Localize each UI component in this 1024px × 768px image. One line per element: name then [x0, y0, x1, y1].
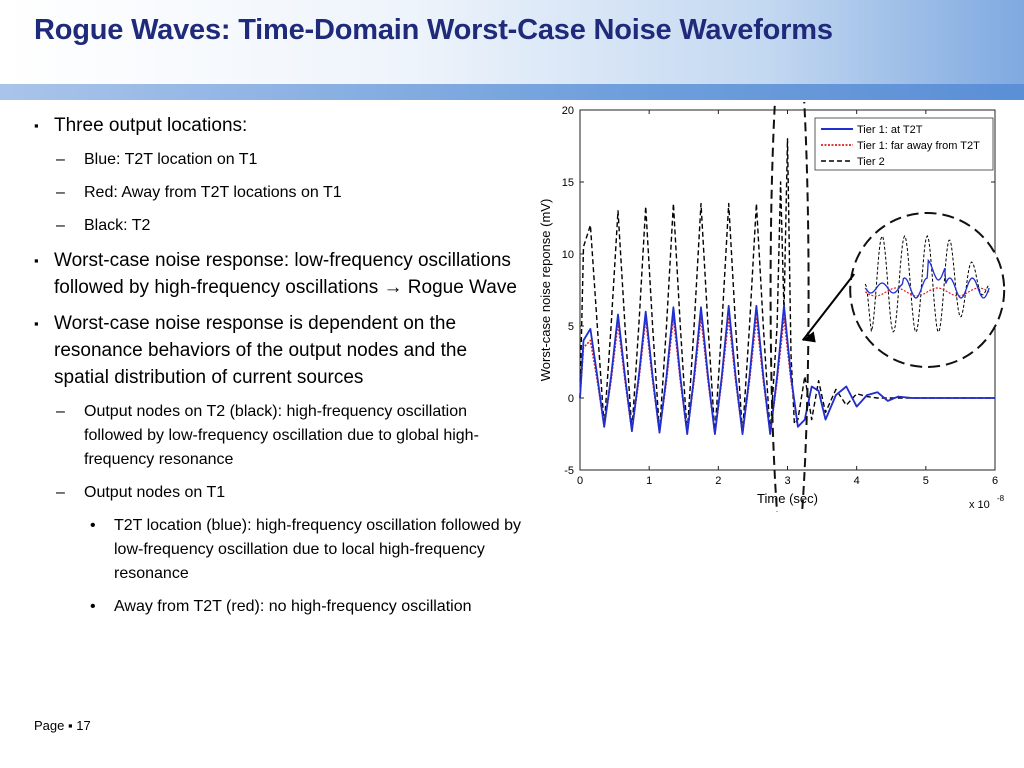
footer-page-label: Page: [34, 718, 65, 733]
bullet-marker: –: [56, 184, 65, 201]
pointer-arrow: [801, 273, 856, 342]
bullet-marker: –: [56, 217, 65, 234]
bullet-marker: –: [56, 403, 65, 420]
bullet-level2: – Output nodes on T2 (black): high-freque…: [34, 400, 524, 472]
bullet-level1: ▪ Worst-case noise response is dependent …: [34, 310, 524, 391]
x-tick-label: 6: [992, 475, 998, 487]
bullet-level2: – Black: T2: [34, 214, 524, 238]
footer-separator: ▪: [68, 718, 73, 733]
slide-footer: Page ▪ 17: [34, 718, 91, 733]
header-accent-bar: [0, 84, 1024, 100]
bullet-marker: ▪: [34, 316, 39, 331]
x-tick-label: 5: [923, 475, 929, 487]
bullet-level3: • Away from T2T (red): no high-frequency …: [34, 595, 524, 619]
bullet-text: Output nodes on T2 (black): high-frequen…: [84, 403, 479, 468]
bullet-text: Three output locations:: [54, 115, 248, 136]
series-line-2: [579, 138, 995, 435]
bullet-level2: – Blue: T2T location on T1: [34, 148, 524, 172]
pointer-arrowhead: [802, 331, 816, 343]
slide-title: Rogue Waves: Time-Domain Worst-Case Nois…: [34, 14, 833, 46]
bullet-marker: –: [56, 484, 65, 501]
bullet-marker: ▪: [34, 118, 39, 133]
y-tick-label: 0: [568, 393, 574, 405]
bullet-tail-text: Rogue Wave: [402, 277, 517, 298]
x-tick-label: 2: [715, 475, 721, 487]
x-tick-label: 1: [646, 475, 652, 487]
bullet-level1: ▪ Three output locations:: [34, 112, 524, 139]
x-scale-label: x 10: [969, 499, 990, 511]
bullet-text: Worst-case noise response is dependent o…: [54, 313, 468, 388]
bullet-text: Away from T2T (red): no high-frequency o…: [114, 598, 472, 615]
bullet-text: Blue: T2T location on T1: [84, 151, 258, 168]
y-tick-label: 20: [562, 105, 574, 117]
bullet-level3: • T2T location (blue): high-frequency osc…: [34, 514, 524, 586]
y-tick-label: 5: [568, 321, 574, 333]
inset-series-far: [864, 287, 990, 297]
y-tick-label: -5: [564, 465, 574, 477]
legend-box: [814, 117, 994, 171]
zoom-inset-circle: [849, 212, 1006, 368]
legend-label-1: Tier 1: far away from T2T: [857, 140, 980, 152]
bullet-marker: •: [90, 598, 96, 615]
y-tick-label: 10: [562, 249, 574, 261]
bullet-marker: ▪: [34, 253, 39, 268]
bullet-text: T2T location (blue): high-frequency osci…: [114, 517, 522, 582]
legend-label-0: Tier 1: at T2T: [857, 124, 923, 136]
bullet-marker: •: [90, 517, 96, 534]
slide-header: [0, 0, 1024, 84]
x-scale-exponent: -8: [997, 494, 1005, 503]
x-tick-label: 0: [577, 475, 583, 487]
bullet-text: Output nodes on T1: [84, 484, 226, 501]
series-line-0: [579, 304, 995, 435]
legend-label-2: Tier 2: [857, 156, 885, 168]
arrow-icon: →: [383, 277, 403, 298]
x-tick-label: 4: [854, 475, 860, 487]
bullet-text: Black: T2: [84, 217, 151, 234]
y-axis-label: Worst-case noise reponse (mV): [538, 199, 553, 382]
highlight-ellipse: [769, 102, 810, 512]
bullet-level1: ▪ Worst-case noise response: low-frequenc…: [34, 247, 524, 301]
bullet-level2: – Red: Away from T2T locations on T1: [34, 181, 524, 205]
bullet-text: Red: Away from T2T locations on T1: [84, 184, 342, 201]
x-tick-label: 3: [784, 475, 790, 487]
bullet-text: Worst-case noise response: low-frequency…: [54, 250, 511, 298]
x-axis-label: Time (sec): [757, 491, 818, 506]
bullet-list: ▪ Three output locations: – Blue: T2T locat…: [34, 112, 524, 628]
y-tick-label: 15: [562, 177, 574, 189]
inset-series-t2t: [864, 258, 990, 299]
inset-series-tier2: [864, 234, 990, 334]
bullet-level2: – Output nodes on T1: [34, 481, 524, 505]
footer-page-number: 17: [76, 718, 91, 733]
bullet-marker: –: [56, 151, 65, 168]
